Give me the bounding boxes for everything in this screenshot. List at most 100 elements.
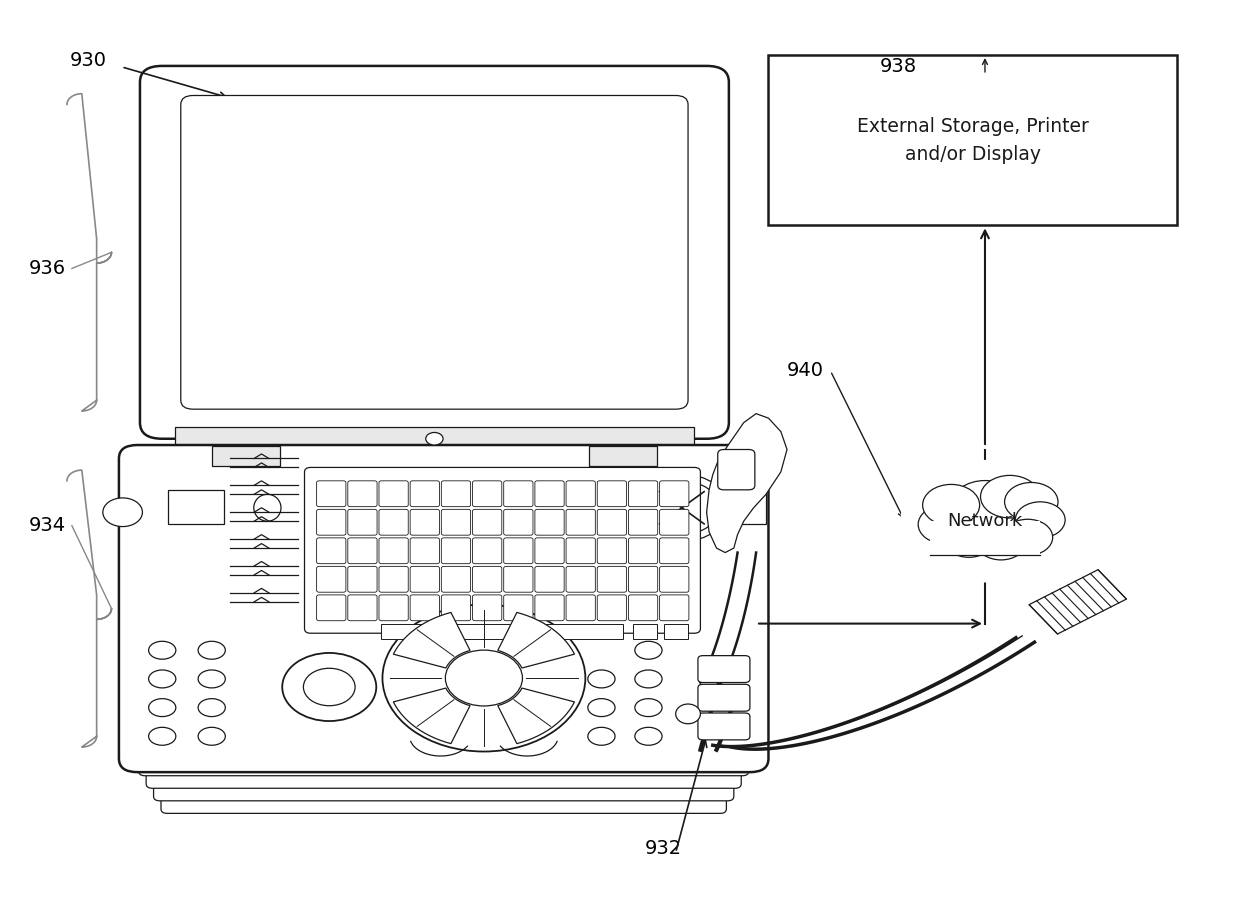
Polygon shape bbox=[497, 688, 574, 743]
Circle shape bbox=[283, 653, 376, 721]
FancyBboxPatch shape bbox=[472, 566, 502, 592]
Bar bbox=[719, 492, 766, 524]
FancyBboxPatch shape bbox=[181, 95, 688, 409]
Text: 936: 936 bbox=[29, 259, 66, 278]
Circle shape bbox=[981, 476, 1039, 518]
FancyBboxPatch shape bbox=[598, 510, 626, 535]
Ellipse shape bbox=[383, 493, 423, 523]
FancyBboxPatch shape bbox=[161, 790, 727, 814]
FancyBboxPatch shape bbox=[305, 467, 701, 633]
FancyBboxPatch shape bbox=[567, 595, 595, 620]
FancyBboxPatch shape bbox=[598, 595, 626, 620]
FancyBboxPatch shape bbox=[316, 538, 346, 564]
FancyBboxPatch shape bbox=[629, 481, 657, 507]
FancyBboxPatch shape bbox=[660, 510, 689, 535]
FancyBboxPatch shape bbox=[660, 538, 689, 564]
FancyBboxPatch shape bbox=[154, 778, 734, 801]
FancyBboxPatch shape bbox=[379, 595, 408, 620]
Ellipse shape bbox=[588, 699, 615, 717]
Text: 930: 930 bbox=[69, 50, 107, 70]
Circle shape bbox=[1016, 502, 1065, 538]
FancyBboxPatch shape bbox=[347, 538, 377, 564]
FancyBboxPatch shape bbox=[534, 510, 564, 535]
FancyBboxPatch shape bbox=[140, 66, 729, 439]
FancyBboxPatch shape bbox=[698, 684, 750, 711]
FancyBboxPatch shape bbox=[718, 450, 755, 490]
FancyBboxPatch shape bbox=[316, 595, 346, 620]
FancyBboxPatch shape bbox=[316, 510, 346, 535]
Circle shape bbox=[918, 505, 972, 544]
Ellipse shape bbox=[254, 494, 281, 521]
Polygon shape bbox=[393, 612, 470, 668]
FancyBboxPatch shape bbox=[146, 765, 742, 788]
Bar bbox=[632, 625, 657, 639]
Ellipse shape bbox=[631, 493, 671, 523]
Ellipse shape bbox=[198, 641, 226, 659]
FancyBboxPatch shape bbox=[472, 510, 502, 535]
FancyBboxPatch shape bbox=[410, 595, 439, 620]
FancyBboxPatch shape bbox=[379, 566, 408, 592]
Polygon shape bbox=[393, 688, 470, 743]
FancyBboxPatch shape bbox=[379, 510, 408, 535]
FancyBboxPatch shape bbox=[660, 566, 689, 592]
FancyBboxPatch shape bbox=[472, 595, 502, 620]
Circle shape bbox=[304, 668, 355, 706]
Ellipse shape bbox=[635, 727, 662, 745]
FancyBboxPatch shape bbox=[698, 655, 750, 682]
FancyBboxPatch shape bbox=[441, 566, 471, 592]
FancyBboxPatch shape bbox=[503, 510, 533, 535]
FancyBboxPatch shape bbox=[347, 481, 377, 507]
FancyBboxPatch shape bbox=[347, 510, 377, 535]
Bar bbox=[382, 625, 624, 639]
FancyBboxPatch shape bbox=[379, 538, 408, 564]
Polygon shape bbox=[707, 414, 787, 553]
Circle shape bbox=[923, 485, 980, 526]
Ellipse shape bbox=[198, 670, 226, 688]
Text: 934: 934 bbox=[29, 516, 66, 535]
Circle shape bbox=[425, 432, 443, 445]
FancyBboxPatch shape bbox=[410, 510, 439, 535]
Ellipse shape bbox=[149, 670, 176, 688]
Ellipse shape bbox=[149, 699, 176, 717]
FancyBboxPatch shape bbox=[379, 481, 408, 507]
Ellipse shape bbox=[445, 493, 485, 523]
Text: Network: Network bbox=[947, 512, 1023, 530]
Ellipse shape bbox=[149, 727, 176, 745]
FancyBboxPatch shape bbox=[316, 481, 346, 507]
Ellipse shape bbox=[635, 670, 662, 688]
FancyBboxPatch shape bbox=[629, 510, 657, 535]
FancyBboxPatch shape bbox=[472, 481, 502, 507]
FancyBboxPatch shape bbox=[534, 566, 564, 592]
FancyBboxPatch shape bbox=[567, 510, 595, 535]
Bar bbox=[769, 55, 1177, 226]
FancyBboxPatch shape bbox=[598, 538, 626, 564]
Bar bbox=[1029, 570, 1126, 634]
FancyBboxPatch shape bbox=[534, 538, 564, 564]
Ellipse shape bbox=[588, 727, 615, 745]
FancyBboxPatch shape bbox=[347, 566, 377, 592]
FancyBboxPatch shape bbox=[503, 595, 533, 620]
Circle shape bbox=[103, 498, 143, 527]
FancyBboxPatch shape bbox=[567, 538, 595, 564]
Circle shape bbox=[951, 481, 1019, 530]
FancyBboxPatch shape bbox=[660, 595, 689, 620]
Ellipse shape bbox=[149, 641, 176, 659]
FancyBboxPatch shape bbox=[347, 595, 377, 620]
FancyBboxPatch shape bbox=[441, 595, 471, 620]
Bar bbox=[663, 625, 688, 639]
FancyBboxPatch shape bbox=[598, 566, 626, 592]
FancyBboxPatch shape bbox=[598, 481, 626, 507]
Ellipse shape bbox=[322, 493, 361, 523]
Text: External Storage, Printer
and/or Display: External Storage, Printer and/or Display bbox=[857, 117, 1089, 164]
FancyBboxPatch shape bbox=[119, 445, 769, 772]
Bar bbox=[212, 446, 280, 466]
Text: 938: 938 bbox=[880, 57, 916, 76]
FancyBboxPatch shape bbox=[472, 538, 502, 564]
Circle shape bbox=[645, 481, 719, 535]
FancyBboxPatch shape bbox=[503, 538, 533, 564]
Circle shape bbox=[900, 460, 1070, 583]
Ellipse shape bbox=[569, 493, 609, 523]
Ellipse shape bbox=[635, 641, 662, 659]
Ellipse shape bbox=[198, 699, 226, 717]
Ellipse shape bbox=[635, 699, 662, 717]
